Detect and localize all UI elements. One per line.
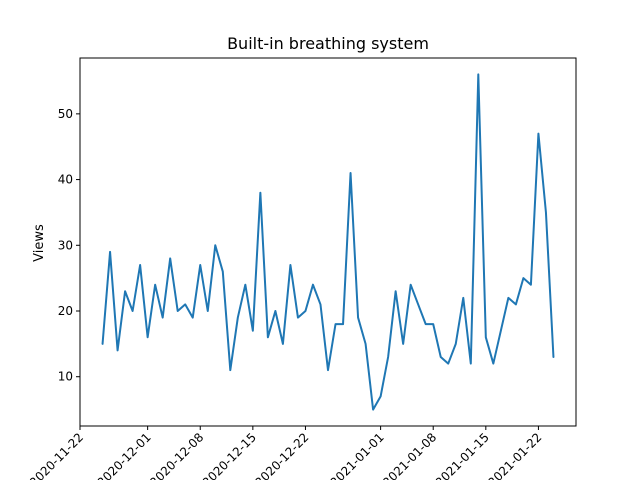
x-tick-label: 2020-12-08 <box>147 430 206 480</box>
x-axis-ticks: 2020-11-22 2020-12-012020-12-082020-12-15… <box>27 426 545 480</box>
y-tick-label: 40 <box>58 173 73 187</box>
x-tick-label: 2020-12-15 <box>200 430 259 480</box>
series-line <box>101 73 555 411</box>
plot-area-frame <box>79 57 577 427</box>
y-tick-label: 10 <box>58 370 73 384</box>
x-tick-label: 2021-01-15 <box>433 430 492 480</box>
x-tick-label: 2020-12-22 <box>252 430 311 480</box>
x-tick-label: 2021-01-01 <box>328 430 387 480</box>
x-tick-label: 2020-11-22 <box>27 430 86 480</box>
y-tick-label: 30 <box>58 238 73 252</box>
chart-title: Built-in breathing system <box>227 34 429 53</box>
y-axis-label: Views <box>32 224 47 262</box>
x-tick-label: 2021-01-08 <box>380 430 439 480</box>
y-tick-label: 50 <box>58 107 73 121</box>
x-tick-label: 2020-12-01 <box>95 430 154 480</box>
y-tick-label: 20 <box>58 304 73 318</box>
y-axis-ticks: 10 20 30 40 50 <box>58 107 80 384</box>
x-tick-label: 2021-01-22 <box>485 430 544 480</box>
